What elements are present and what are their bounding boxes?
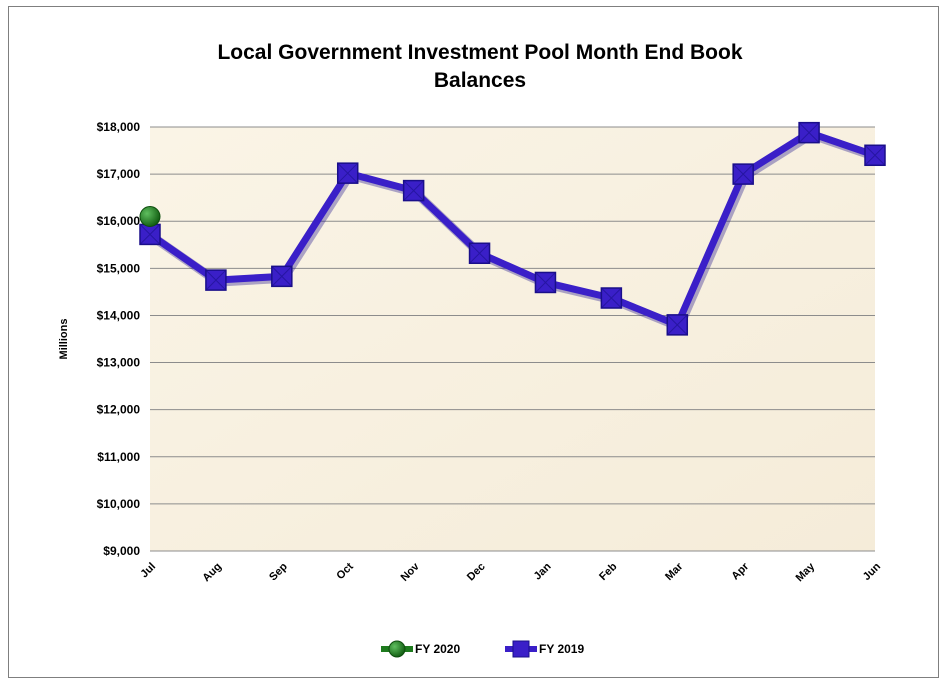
y-axis-tick-labels: $9,000 $10,000 $11,000 $12,000 $13,000 $14,00… (97, 120, 141, 558)
marker-bevel (535, 272, 556, 293)
chart-title-line-1: Local Government Investment Pool Month E… (217, 41, 742, 64)
legend-label: FY 2020 (415, 642, 460, 656)
legend: FY 2020 FY 2019 (381, 640, 584, 658)
x-tick-label: Mar (663, 560, 686, 583)
y-tick-label: $14,000 (97, 308, 141, 322)
legend-item-fy-2019: FY 2019 (505, 640, 584, 658)
marker-bevel (271, 265, 293, 287)
y-tick-label: $12,000 (97, 403, 141, 417)
legend-marker (388, 640, 406, 658)
legend-marker (512, 640, 530, 658)
x-tick-label: Apr (729, 560, 751, 582)
y-tick-label: $10,000 (97, 497, 141, 511)
x-tick-label: Oct (334, 560, 356, 582)
marker-bevel (732, 163, 754, 185)
y-tick-label: $17,000 (97, 167, 141, 181)
x-tick-label: Nov (399, 560, 423, 584)
series-line (148, 129, 877, 329)
series-layer (139, 121, 886, 336)
x-tick-label: Jun (861, 560, 884, 583)
y-axis-label: Millions (58, 319, 70, 360)
y-tick-label: $13,000 (97, 356, 141, 370)
marker-bevel (864, 144, 886, 166)
y-tick-label: $16,000 (97, 214, 141, 228)
chart-title-line-2: Balances (434, 69, 526, 92)
x-tick-label: Jan (532, 560, 554, 582)
x-tick-label: Dec (465, 561, 488, 584)
y-tick-label: $18,000 (97, 120, 141, 134)
marker-bevel (798, 122, 820, 144)
marker-bevel (337, 162, 359, 184)
x-tick-label: Jul (138, 561, 158, 581)
x-tick-label: Feb (597, 560, 620, 583)
series-fy-2019 (139, 121, 886, 336)
marker-bevel (205, 269, 227, 291)
legend-label: FY 2019 (539, 642, 584, 656)
plot-area (150, 127, 875, 551)
chart: Local Government Investment Pool Month E… (58, 41, 886, 658)
y-tick-label: $11,000 (97, 450, 140, 464)
x-tick-label: Sep (267, 560, 290, 583)
x-axis-tick-labels: Jul Aug Sep Oct Nov Dec Jan Feb Mar Apr May Jun (138, 560, 883, 584)
y-tick-label: $9,000 (103, 544, 140, 558)
marker-bevel (666, 314, 688, 336)
marker-bevel (469, 242, 490, 264)
x-tick-label: Aug (200, 561, 224, 585)
y-tick-label: $15,000 (97, 261, 141, 275)
marker-bevel (139, 224, 161, 245)
chart-frame: Local Government Investment Pool Month E… (8, 6, 939, 678)
gridlines (150, 126, 875, 552)
x-tick-label: May (794, 560, 818, 584)
series-fy-2020 (139, 206, 161, 228)
legend-item-fy-2020: FY 2020 (381, 640, 460, 658)
marker-bevel (601, 287, 622, 309)
data-point-marker (139, 206, 161, 228)
marker-bevel (403, 180, 424, 201)
